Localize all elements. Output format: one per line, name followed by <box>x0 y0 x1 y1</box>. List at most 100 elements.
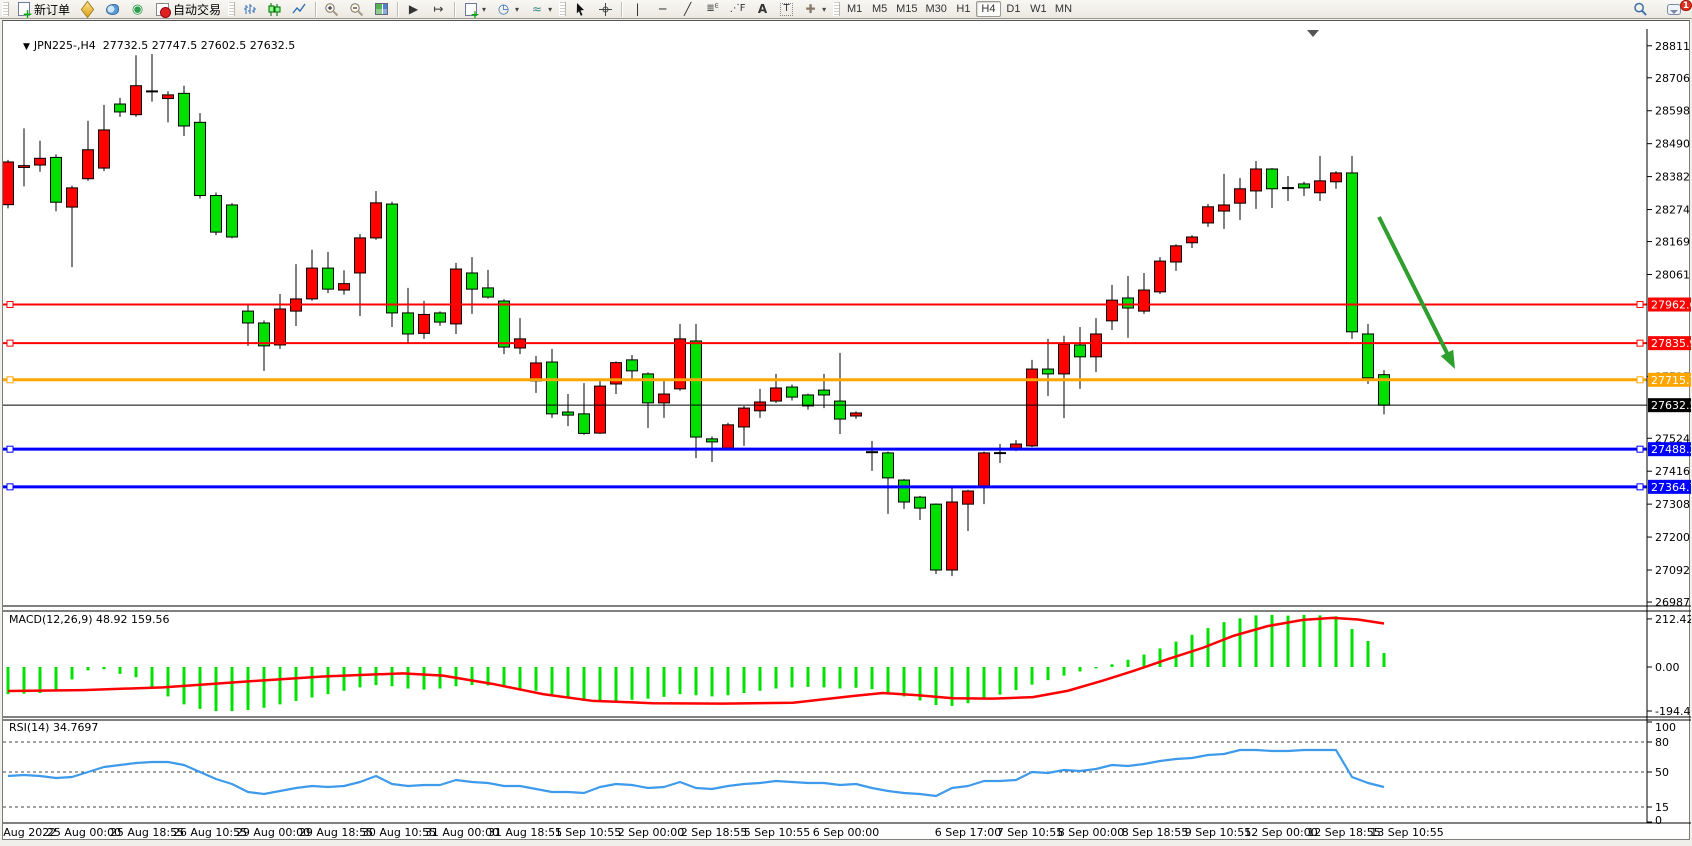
new-order-button[interactable]: 新订单 <box>11 1 75 20</box>
rsi-line <box>7 748 1385 798</box>
axis-label: 0 <box>1655 814 1662 827</box>
auto-scroll-button[interactable]: ▶ <box>401 1 426 18</box>
timeframe-mn[interactable]: MN <box>1051 1 1076 17</box>
axis-label: 25 Aug 00:00 <box>47 826 121 839</box>
signals-button[interactable]: ◉ <box>125 1 150 18</box>
text-label-button[interactable]: T <box>775 1 798 18</box>
axis-label: 29 Aug 18:55 <box>299 826 373 839</box>
periods-button[interactable]: ◷ ▾ <box>491 1 524 18</box>
axis-label: 27416.0 <box>1655 465 1691 478</box>
candle-body <box>1250 168 1262 192</box>
candle-body <box>898 479 910 503</box>
new-chart-icon <box>464 2 480 20</box>
autotrading-button[interactable]: 自动交易 <box>150 1 226 18</box>
vertical-line-icon: | <box>635 2 640 16</box>
candle-body <box>290 298 302 312</box>
fibonacci-button[interactable]: ≣ᴱ <box>700 1 725 18</box>
candle-body <box>722 424 734 449</box>
candle-body <box>834 400 846 420</box>
toolbar-grip[interactable] <box>228 2 236 16</box>
axis-label: 7 Sep 10:55 <box>997 826 1063 839</box>
axis-label: 25 Aug 18:55 <box>110 826 184 839</box>
arrows-icon: ✚ <box>805 2 816 16</box>
timeframe-w1[interactable]: W1 <box>1026 1 1051 17</box>
chart-shift-icon: ↦ <box>433 2 444 16</box>
autotrading-label: 自动交易 <box>173 2 222 17</box>
candle-body <box>450 268 462 325</box>
search-button[interactable] <box>1628 1 1653 18</box>
chat-icon <box>1666 3 1681 15</box>
zoom-in-button[interactable] <box>319 1 344 18</box>
candle-body <box>658 393 670 404</box>
bar-chart-button[interactable] <box>237 1 262 18</box>
candle-body <box>418 313 430 334</box>
timeframe-m15[interactable]: M15 <box>892 1 921 17</box>
toolbar-grip[interactable] <box>833 2 841 16</box>
line-handle <box>1636 339 1644 347</box>
chart-shift-button[interactable]: ↦ <box>426 1 451 18</box>
candle-body <box>578 413 590 434</box>
axis-label: 5 Sep 10:55 <box>744 826 810 839</box>
text-button[interactable]: A <box>750 1 775 18</box>
candle-body <box>514 338 526 349</box>
trendline-button[interactable]: ╱ <box>675 1 700 18</box>
axis-label: 50 <box>1655 766 1669 779</box>
timeframe-h1[interactable]: H1 <box>951 1 976 17</box>
candle-body <box>1218 204 1230 212</box>
timeframe-d1[interactable]: D1 <box>1001 1 1026 17</box>
axis-label: 28811.0 <box>1655 40 1691 53</box>
toolbar-grip[interactable] <box>559 2 567 16</box>
axis-label: 8 Sep 00:00 <box>1058 826 1124 839</box>
vertical-line-button[interactable]: | <box>625 1 650 18</box>
axis-label: 6 Sep 00:00 <box>813 826 879 839</box>
crosshair-button[interactable] <box>593 1 618 18</box>
candle-body <box>1090 333 1102 358</box>
axis-label: 2 Sep 00:00 <box>618 826 684 839</box>
cursor-button[interactable] <box>568 1 593 18</box>
line-handle <box>6 301 14 309</box>
line-chart-button[interactable] <box>287 1 312 18</box>
arrows-button[interactable]: ✚ ▾ <box>798 1 831 18</box>
axis-label: 27835.9 <box>1651 337 1691 350</box>
tile-windows-button[interactable] <box>369 1 394 18</box>
candle-body <box>930 503 942 571</box>
text-label-icon: T <box>780 2 794 16</box>
candle-body <box>594 385 606 434</box>
axis-label: 28382.0 <box>1655 171 1691 184</box>
symbol-period-label: JPN225-,H4 <box>33 39 96 52</box>
candle-body <box>1010 443 1022 449</box>
candle-body <box>1282 187 1294 190</box>
candle-body <box>1138 289 1150 312</box>
chart-canvas[interactable]: 28811.0 28706.0 28598.0 28490.0 28382.0 28274… <box>3 21 1691 841</box>
indicators-button[interactable]: ≈ ▾ <box>524 1 557 18</box>
new-chart-button[interactable]: ▾ <box>458 1 491 20</box>
timeframe-h4[interactable]: H4 <box>975 1 1001 17</box>
timeframe-m30[interactable]: M30 <box>922 1 951 17</box>
candle-body <box>210 195 222 233</box>
axis-label: 28274.0 <box>1655 204 1691 217</box>
fibonacci-fan-button[interactable]: ⋰F <box>725 1 750 18</box>
zoom-out-button[interactable] <box>344 1 369 18</box>
collapse-triangle-icon[interactable]: ▼ <box>23 42 30 52</box>
candle-body <box>274 308 286 346</box>
timeframe-m5[interactable]: M5 <box>867 1 892 17</box>
candle-body <box>18 165 30 168</box>
candle-body <box>306 267 318 300</box>
chat-button[interactable]: 1 <box>1661 0 1692 18</box>
macd-indicator-label: MACD(12,26,9) 48.92 159.56 <box>9 613 170 626</box>
fibonacci-icon: ≣ᴱ <box>706 3 719 14</box>
line-handle <box>1636 376 1644 384</box>
line-handle <box>6 483 14 491</box>
toolbar-grip[interactable] <box>2 2 9 16</box>
community-button[interactable] <box>100 1 125 18</box>
candle-body <box>114 103 126 113</box>
candlestick-chart-icon <box>268 2 281 16</box>
timeframe-m1[interactable]: M1 <box>842 1 867 17</box>
candle-body <box>1362 333 1374 379</box>
horizontal-line-button[interactable]: ─ <box>650 1 675 18</box>
candle-body <box>242 310 254 324</box>
axis-label: 26 Aug 10:55 <box>173 826 247 839</box>
gold-seal-button[interactable] <box>75 0 100 18</box>
candle-body <box>66 187 78 208</box>
candlestick-chart-button[interactable] <box>262 1 287 18</box>
